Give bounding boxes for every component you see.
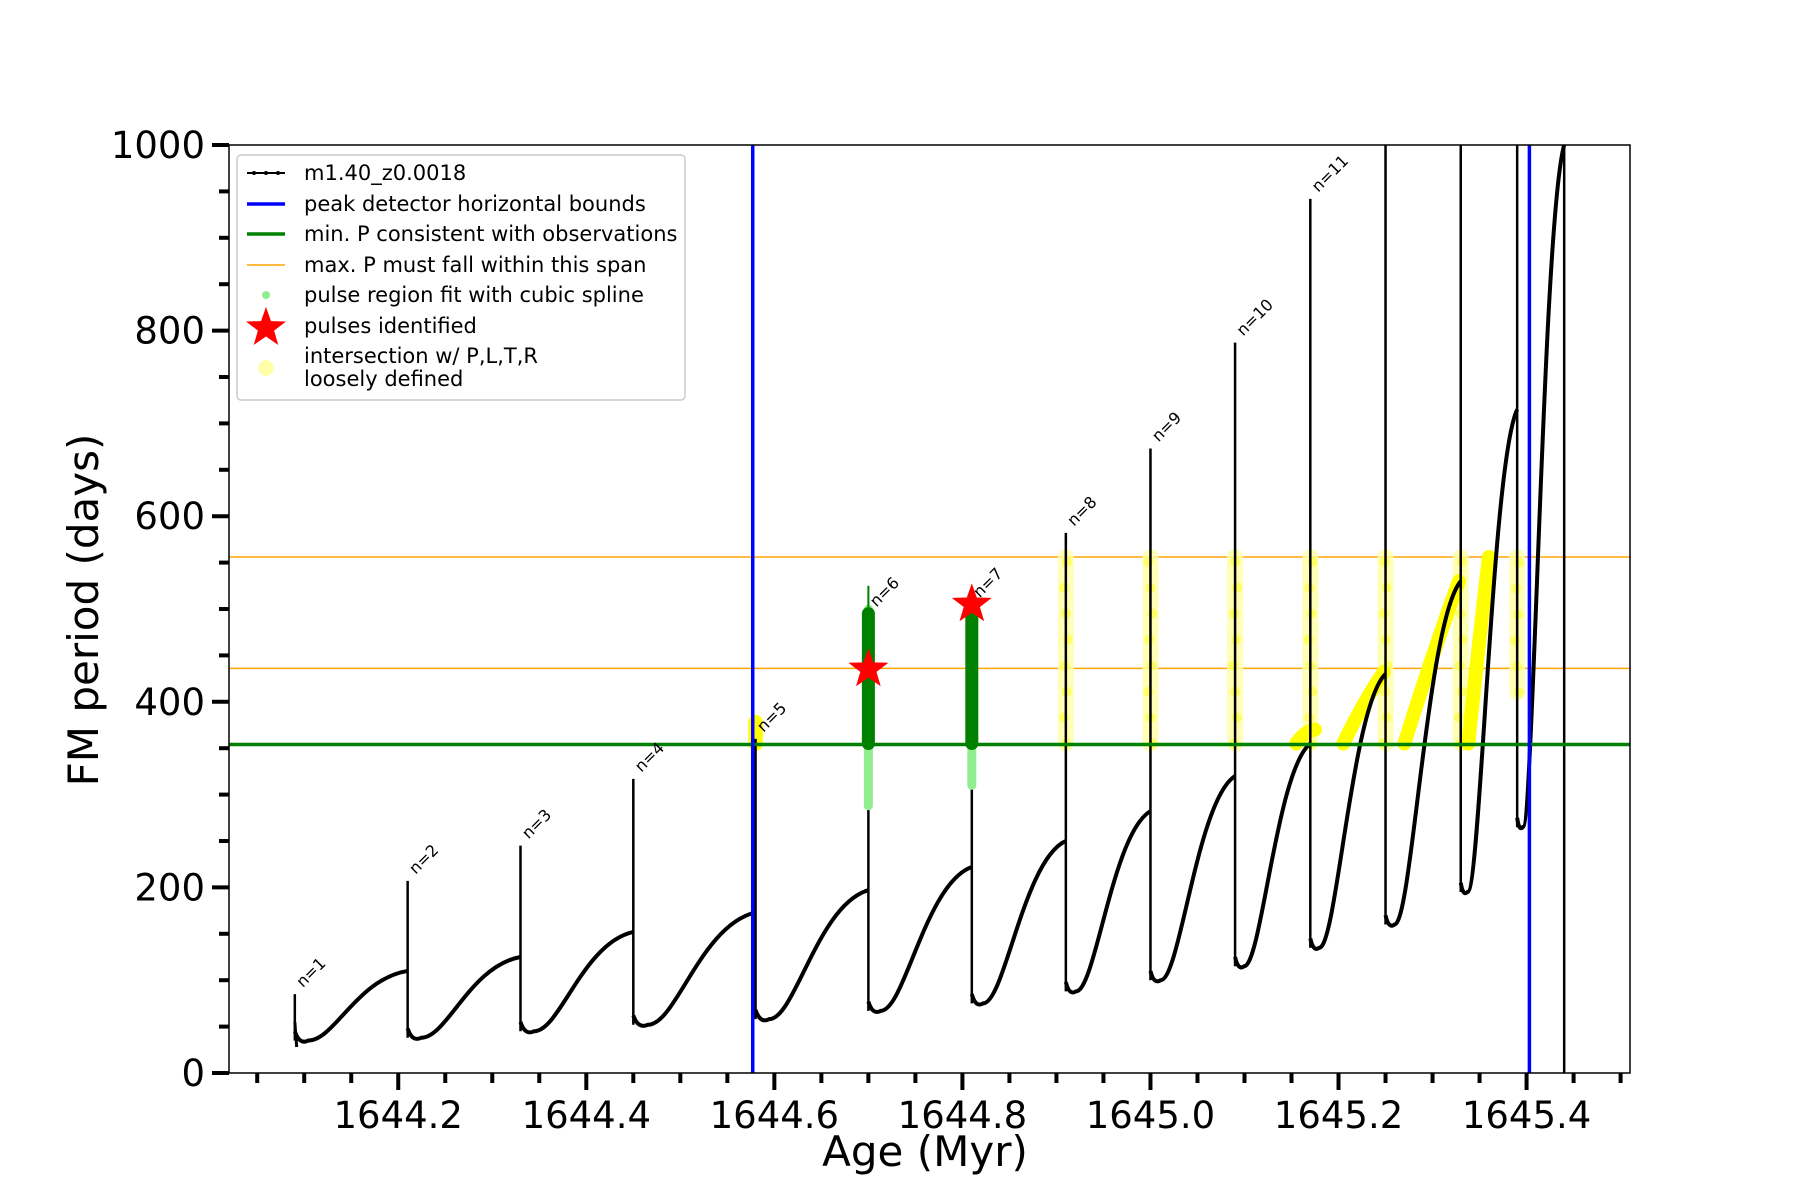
track-segment-9 bbox=[1148, 774, 1237, 984]
x-tick-label: 1644.4 bbox=[522, 1094, 651, 1137]
pulse-label-10: n=10 bbox=[1232, 295, 1276, 339]
intersection-point bbox=[1232, 582, 1243, 593]
intersection-point bbox=[1457, 634, 1468, 645]
intersection-point bbox=[1453, 712, 1464, 723]
y-tick-label: 200 bbox=[134, 866, 205, 909]
pulse-star-2 bbox=[951, 583, 992, 622]
legend-label-2: peak detector horizontal bounds bbox=[304, 192, 646, 216]
legend-label-7-line2: loosely defined bbox=[304, 367, 463, 391]
intersection-point bbox=[1378, 608, 1389, 619]
intersection-point bbox=[1307, 556, 1318, 567]
legend-marker-dot bbox=[276, 171, 280, 175]
pulse-label-9: n=9 bbox=[1148, 408, 1185, 445]
track-segment-14 bbox=[1515, 145, 1567, 831]
y-tick-label: 600 bbox=[134, 495, 205, 538]
legend-marker-lightgreen bbox=[262, 291, 270, 299]
pulse-star-1 bbox=[848, 648, 889, 687]
y-tick-label: 400 bbox=[134, 681, 205, 724]
intersection-point bbox=[1062, 634, 1073, 645]
x-tick-label: 1645.2 bbox=[1274, 1094, 1403, 1137]
track-segment-4 bbox=[631, 910, 757, 1028]
x-tick-label: 1644.8 bbox=[898, 1094, 1027, 1137]
intersection-point bbox=[1510, 635, 1521, 646]
legend-label-1: m1.40_z0.0018 bbox=[304, 161, 466, 186]
x-tick-label: 1645.0 bbox=[1086, 1094, 1215, 1137]
intersection-point bbox=[1228, 660, 1239, 671]
intersection-point bbox=[1147, 608, 1158, 619]
track-segment-7 bbox=[969, 839, 1067, 1007]
legend-marker-dot bbox=[252, 171, 256, 175]
legend-marker-yellow bbox=[258, 360, 274, 376]
track-segment-1 bbox=[292, 968, 408, 1044]
intersection-point bbox=[1232, 712, 1243, 723]
x-tick-label: 1644.6 bbox=[710, 1094, 839, 1137]
legend-marker-dot bbox=[264, 171, 268, 175]
pulse-label-1: n=1 bbox=[292, 954, 329, 991]
plot-content bbox=[229, 145, 1630, 1073]
track-segment-8 bbox=[1063, 809, 1152, 995]
intersection-point bbox=[1143, 556, 1154, 567]
pulse-label-11: n=11 bbox=[1308, 151, 1352, 195]
legend-label-4: max. P must fall within this span bbox=[304, 253, 646, 277]
intersection-ramp-4 bbox=[1461, 550, 1496, 751]
y-tick-label: 800 bbox=[134, 310, 205, 353]
axes: 0 200 400 600 800 1000 1644.2 1644.4 1644.6 1644.… bbox=[111, 124, 1631, 1137]
track-segment-3 bbox=[518, 929, 634, 1035]
legend-label-6: pulses identified bbox=[304, 314, 477, 338]
track-segment-6 bbox=[866, 865, 973, 1014]
pulse-label-2: n=2 bbox=[405, 840, 442, 877]
y-tick-label: 1000 bbox=[111, 124, 205, 167]
track-start bbox=[293, 1021, 299, 1048]
legend-box bbox=[236, 154, 686, 401]
x-axis-title: Age (Myr) bbox=[822, 1127, 1028, 1176]
intersection-point bbox=[1058, 582, 1069, 593]
intersection-point bbox=[1303, 634, 1314, 645]
pulse-label-8: n=8 bbox=[1063, 492, 1100, 529]
intersection-point bbox=[1514, 557, 1525, 568]
pulse-label-6: n=6 bbox=[866, 573, 903, 610]
intersection-point bbox=[1307, 686, 1318, 697]
legend-label-3: min. P consistent with observations bbox=[304, 222, 677, 246]
intersection-ramp-1 bbox=[1289, 722, 1323, 751]
intersection-point bbox=[1058, 712, 1069, 723]
legend-label-5: pulse region fit with cubic spline bbox=[304, 283, 644, 307]
y-tick-label: 0 bbox=[181, 1052, 205, 1095]
x-tick-label: 1645.4 bbox=[1462, 1094, 1591, 1137]
intersection-point bbox=[1143, 686, 1154, 697]
legend-marker-star bbox=[246, 307, 286, 345]
legend-label-7: intersection w/ P,L,T,R bbox=[304, 344, 538, 368]
track-segment-2 bbox=[405, 955, 521, 1041]
track-segment-13 bbox=[1458, 408, 1519, 896]
track-segment-10 bbox=[1233, 741, 1312, 970]
pulse-label-3: n=3 bbox=[518, 805, 555, 842]
intersection-point bbox=[1514, 687, 1525, 698]
y-axis-title: FM period (days) bbox=[59, 434, 108, 787]
track-segment-5 bbox=[753, 888, 870, 1023]
x-tick-label: 1644.2 bbox=[334, 1094, 463, 1137]
track-segment-12 bbox=[1383, 579, 1463, 928]
track-segment-11 bbox=[1308, 672, 1388, 951]
